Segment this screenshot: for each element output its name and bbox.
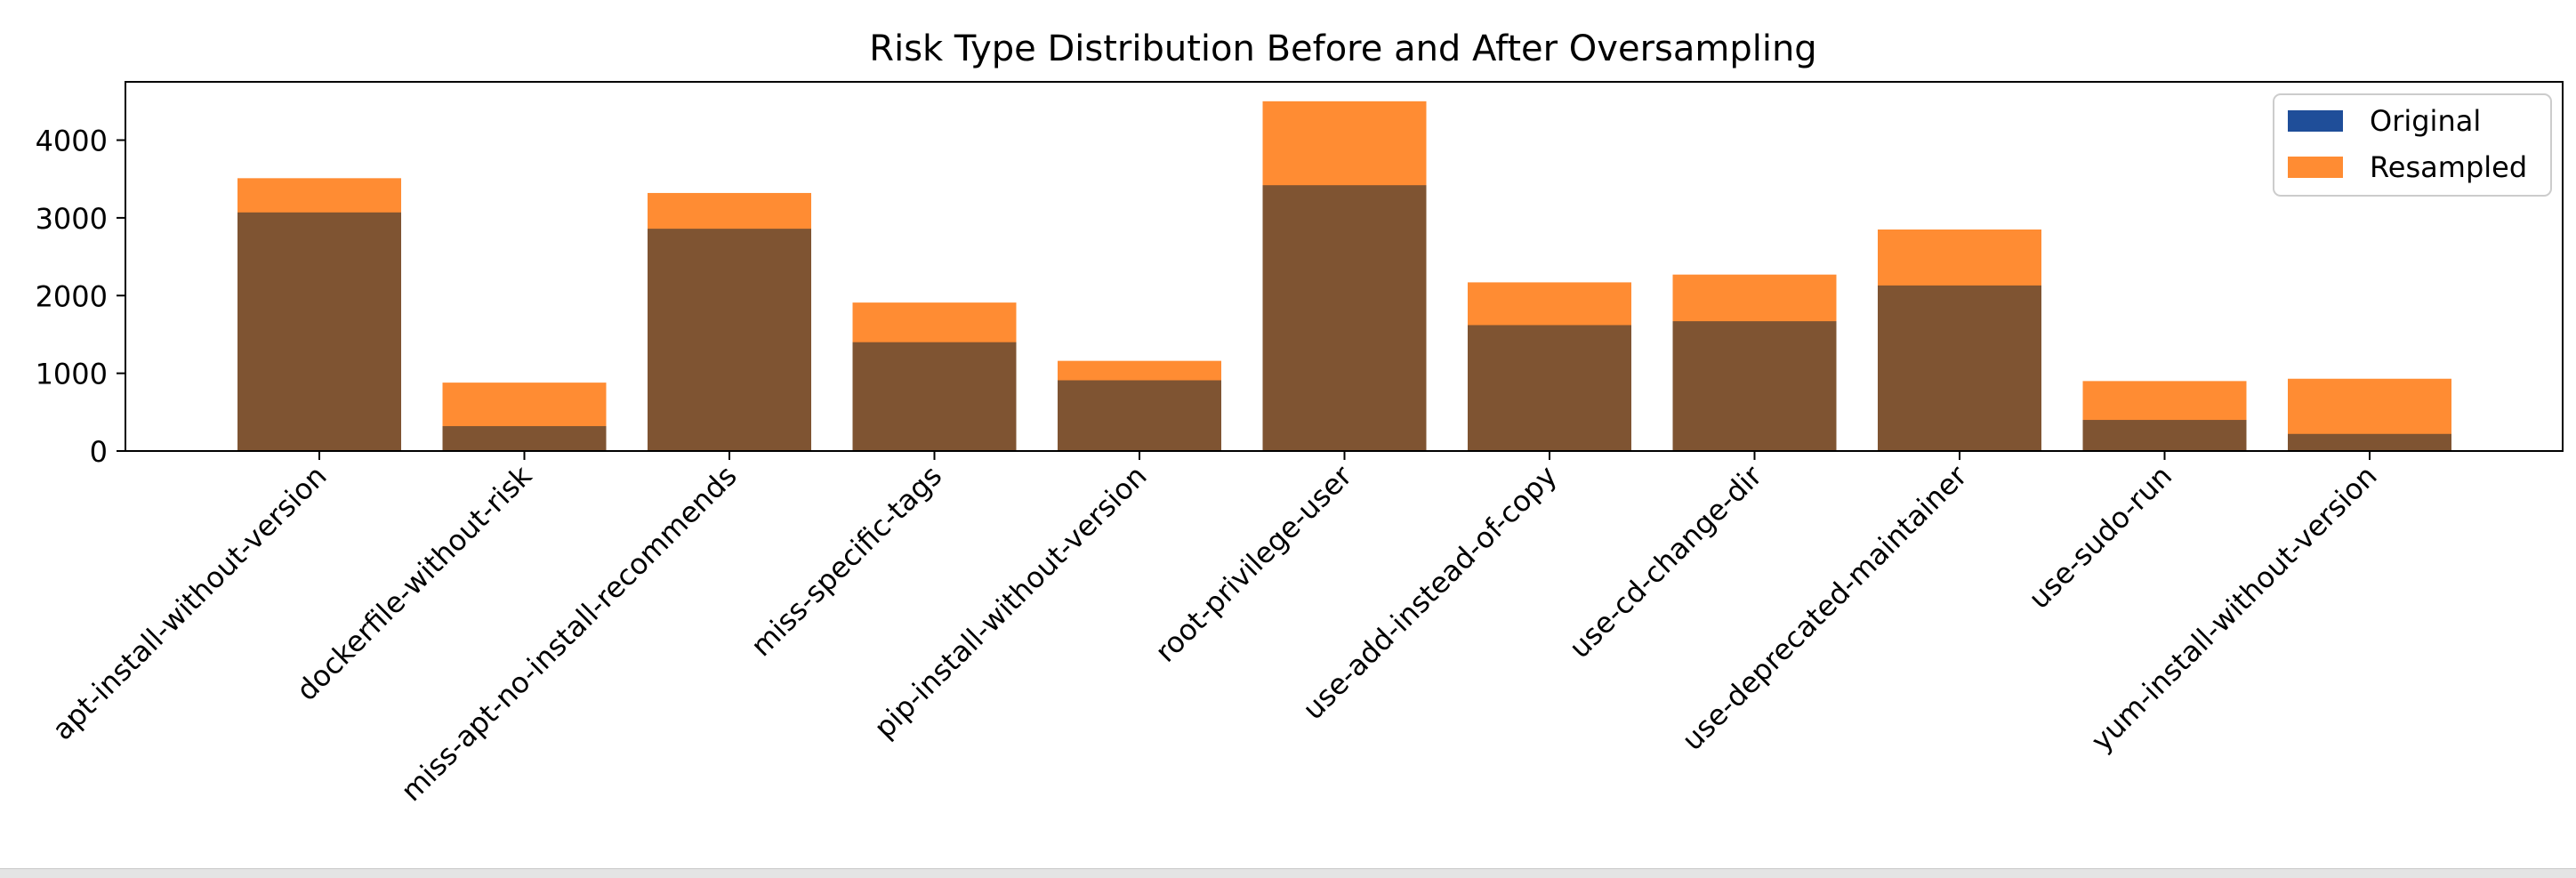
bar-original-yum-install-without-version <box>2288 433 2451 451</box>
bottom-scroll-strip <box>0 868 2576 878</box>
y-tick-label: 2000 <box>36 279 108 313</box>
bar-original-use-deprecated-maintainer <box>1878 285 2041 451</box>
legend-swatch-original <box>2288 110 2343 132</box>
bar-original-use-add-instead-of-copy <box>1468 325 1631 451</box>
x-tick-label: root-privilege-user <box>1148 458 1359 669</box>
legend: Original Resampled <box>2273 93 2552 197</box>
bar-original-use-sudo-run <box>2082 420 2247 451</box>
x-tick-label: use-sudo-run <box>2022 459 2178 616</box>
y-axis: 0 1000 2000 3000 4000 <box>36 125 125 469</box>
bar-original-use-cd-change-dir <box>1672 321 1837 451</box>
bar-original-root-privilege-user <box>1262 185 1427 451</box>
x-axis: apt-install-without-versiondockerfile-wi… <box>45 451 2384 808</box>
y-tick-label: 3000 <box>36 202 108 236</box>
chart-title: Risk Type Distribution Before and After … <box>869 28 1816 69</box>
x-tick-label: miss-apt-no-install-recommends <box>394 459 743 808</box>
x-tick-label: apt-install-without-version <box>45 459 334 747</box>
bar-original-miss-specific-tags <box>852 342 1017 451</box>
y-tick-label: 1000 <box>36 358 108 391</box>
x-tick-label: use-cd-change-dir <box>1563 458 1769 665</box>
x-tick-label: miss-specific-tags <box>745 459 948 663</box>
y-tick-label: 0 <box>90 435 108 469</box>
y-tick-label: 4000 <box>36 125 108 158</box>
legend-label-original: Original <box>2370 104 2481 138</box>
bar-original-apt-install-without-version <box>237 212 401 452</box>
bar-original-pip-install-without-version <box>1058 380 1221 451</box>
legend-label-resampled: Resampled <box>2370 150 2527 184</box>
x-tick-label: dockerfile-without-risk <box>290 458 539 707</box>
bar-original-miss-apt-no-install-recommends <box>648 229 811 451</box>
legend-swatch-resampled <box>2288 157 2343 178</box>
bars-group <box>237 101 2451 452</box>
bar-original-dockerfile-without-risk <box>442 426 607 451</box>
plot-frame <box>125 81 2564 452</box>
